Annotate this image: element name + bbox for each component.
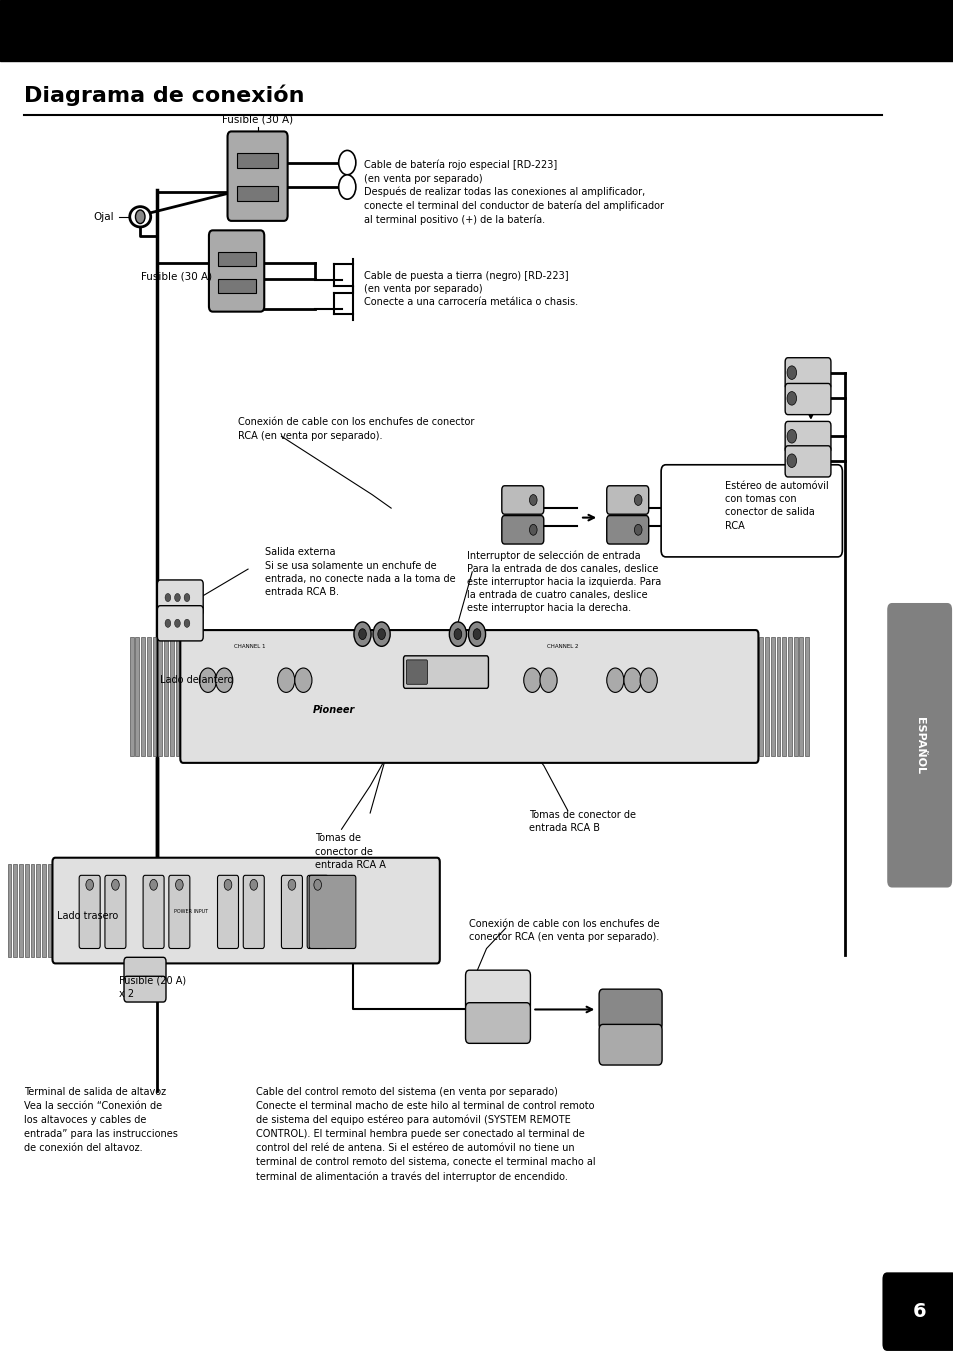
Bar [804, 637, 808, 756]
Text: CHANNEL 2: CHANNEL 2 [546, 644, 578, 649]
Text: 6: 6 [912, 1302, 925, 1321]
FancyBboxPatch shape [180, 630, 758, 763]
Bar [152, 637, 156, 756]
Text: Diagrama de conexión: Diagrama de conexión [24, 84, 304, 106]
Circle shape [338, 150, 355, 175]
Text: Cable de batería rojo especial [RD-223]
(en venta por separado)
Después de reali: Cable de batería rojo especial [RD-223] … [364, 160, 663, 225]
Bar [217, 252, 255, 266]
Bar [776, 637, 780, 756]
FancyBboxPatch shape [465, 1003, 530, 1043]
Circle shape [150, 879, 157, 890]
Circle shape [473, 629, 480, 640]
FancyBboxPatch shape [281, 875, 302, 948]
Circle shape [358, 629, 366, 640]
Bar [0, 0, 953, 61]
Circle shape [224, 879, 232, 890]
FancyBboxPatch shape [598, 989, 661, 1030]
FancyBboxPatch shape [501, 516, 543, 543]
Circle shape [373, 622, 390, 646]
FancyBboxPatch shape [309, 875, 355, 948]
FancyBboxPatch shape [406, 660, 427, 684]
Circle shape [294, 668, 312, 692]
FancyBboxPatch shape [228, 131, 288, 221]
Circle shape [215, 668, 233, 692]
Circle shape [165, 619, 171, 627]
Bar [13, 864, 17, 957]
Bar [781, 637, 785, 756]
Text: Fusible (30 A): Fusible (30 A) [140, 271, 212, 282]
FancyBboxPatch shape [124, 957, 166, 984]
FancyBboxPatch shape [124, 976, 166, 1003]
FancyBboxPatch shape [882, 1272, 953, 1351]
Text: Cable de puesta a tierra (negro) [RD-223]
(en venta por separado)
Conecte a una : Cable de puesta a tierra (negro) [RD-223… [364, 271, 578, 308]
FancyBboxPatch shape [598, 1024, 661, 1065]
FancyBboxPatch shape [606, 516, 648, 543]
FancyBboxPatch shape [143, 875, 164, 948]
Text: ESPAÑOL: ESPAÑOL [914, 717, 923, 774]
Circle shape [468, 622, 485, 646]
Circle shape [786, 392, 796, 405]
Text: CHANNEL 1: CHANNEL 1 [233, 644, 266, 649]
Bar [793, 637, 797, 756]
FancyBboxPatch shape [465, 970, 530, 1011]
Circle shape [112, 879, 119, 890]
FancyBboxPatch shape [307, 875, 328, 948]
Circle shape [786, 366, 796, 379]
Bar [787, 637, 791, 756]
Text: Terminal de salida de altavoz
Vea la sección “Conexión de
los altavoces y cables: Terminal de salida de altavoz Vea la sec… [24, 1087, 177, 1153]
Circle shape [449, 622, 466, 646]
FancyBboxPatch shape [784, 446, 830, 477]
Bar [36, 864, 40, 957]
Circle shape [165, 593, 171, 602]
Circle shape [338, 175, 355, 199]
Bar [147, 637, 151, 756]
Bar [158, 637, 162, 756]
FancyBboxPatch shape [606, 485, 648, 514]
Text: Tomas de conector de
entrada RCA B: Tomas de conector de entrada RCA B [529, 810, 636, 833]
Text: Interruptor de selección de entrada
Para la entrada de dos canales, deslice
este: Interruptor de selección de entrada Para… [467, 550, 661, 614]
FancyBboxPatch shape [243, 875, 264, 948]
FancyBboxPatch shape [886, 603, 951, 888]
Text: Cable del control remoto del sistema (en venta por separado)
Conecte el terminal: Cable del control remoto del sistema (en… [255, 1087, 595, 1182]
FancyBboxPatch shape [79, 875, 100, 948]
Ellipse shape [130, 207, 151, 226]
Circle shape [175, 879, 183, 890]
Circle shape [250, 879, 257, 890]
FancyBboxPatch shape [157, 580, 203, 615]
Bar [770, 637, 774, 756]
FancyBboxPatch shape [403, 656, 488, 688]
Text: Estéreo de automóvil
con tomas con
conector de salida
RCA: Estéreo de automóvil con tomas con conec… [724, 481, 828, 531]
Bar [42, 864, 46, 957]
Bar [799, 637, 802, 756]
Circle shape [634, 524, 641, 535]
Bar [764, 637, 768, 756]
FancyBboxPatch shape [105, 875, 126, 948]
Circle shape [135, 210, 145, 224]
Circle shape [634, 495, 641, 505]
Circle shape [184, 593, 190, 602]
Circle shape [539, 668, 557, 692]
Circle shape [174, 619, 180, 627]
Bar [175, 637, 179, 756]
Bar [236, 153, 278, 168]
Circle shape [199, 668, 216, 692]
Bar [164, 637, 168, 756]
Circle shape [786, 430, 796, 443]
Text: Conexión de cable con los enchufes de
conector RCA (en venta por separado).: Conexión de cable con los enchufes de co… [469, 919, 659, 942]
Text: Lado trasero: Lado trasero [57, 912, 118, 921]
Circle shape [454, 629, 461, 640]
Text: Ojal: Ojal [93, 211, 114, 222]
FancyBboxPatch shape [784, 383, 830, 415]
Bar [8, 864, 11, 957]
Bar [135, 637, 139, 756]
Circle shape [354, 622, 371, 646]
Text: Salida externa
Si se usa solamente un enchufe de
entrada, no conecte nada a la t: Salida externa Si se usa solamente un en… [265, 547, 456, 598]
Circle shape [606, 668, 623, 692]
Text: Fusible (20 A)
x 2: Fusible (20 A) x 2 [119, 976, 186, 999]
Bar [141, 637, 145, 756]
Text: POWER INPUT: POWER INPUT [173, 909, 208, 915]
Circle shape [377, 629, 385, 640]
Circle shape [786, 454, 796, 467]
FancyBboxPatch shape [169, 875, 190, 948]
Text: Conexión de cable con los enchufes de conector
RCA (en venta por separado).: Conexión de cable con los enchufes de co… [238, 417, 475, 440]
